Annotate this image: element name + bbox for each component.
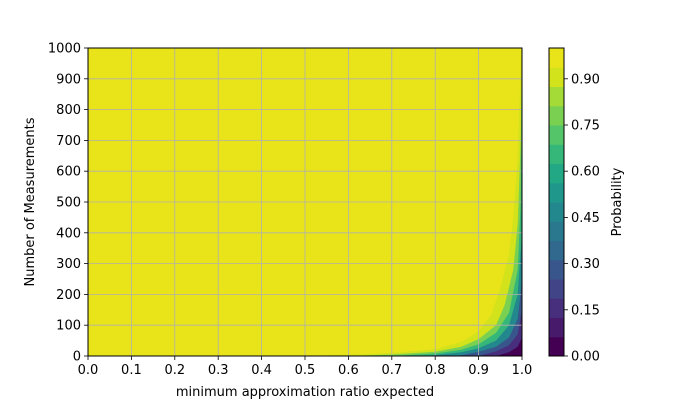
x-tick-label: 0.0 [78,363,99,378]
colorbar-band [549,279,564,299]
x-tick-label: 0.4 [251,363,272,378]
grid-lines [87,47,523,357]
colorbar-band [549,240,564,261]
y-tick-label: 300 [56,257,81,272]
colorbar-tick-label: 0.75 [571,119,600,134]
y-tick-label: 1000 [48,42,81,57]
colorbar-band [549,202,564,222]
colorbar-band [549,182,564,203]
y-tick-label: 900 [56,72,81,87]
x-tick-label: 1.0 [512,363,533,378]
colorbar-band [549,336,564,357]
x-tick-label: 0.5 [295,363,316,378]
x-tick-label: 0.6 [338,363,359,378]
y-tick-label: 100 [56,319,81,334]
x-tick-label: 0.8 [425,363,446,378]
y-tick-label: 200 [56,288,81,303]
x-axis-label: minimum approximation ratio expected [176,385,434,400]
y-tick-label: 700 [56,134,81,149]
y-axis-label: Number of Measurements [23,117,38,286]
x-tick-label: 0.1 [121,363,142,378]
colorbar-frame [548,47,565,357]
colorbar-band [549,48,564,68]
y-tick-label: 500 [56,196,81,211]
colorbar-label: Probability [610,167,625,236]
colorbar-band [549,144,564,164]
colorbar-tick-label: 0.00 [571,350,600,365]
colorbar-band [549,221,564,241]
y-tick-label: 0 [73,350,81,365]
colorbar-tick-label: 0.15 [571,303,600,318]
colorbar-tick-label: 0.30 [571,257,600,272]
colorbar-band [549,163,564,184]
x-tick-label: 0.2 [164,363,185,378]
y-tick-label: 800 [56,103,81,118]
colorbar-band [549,298,564,318]
colorbar-ticks: 0.00 0.15 0.30 0.45 0.60 0.75 0.90 [564,72,600,365]
colorbar-tick-label: 0.60 [571,165,600,180]
contour-region-6 [496,337,522,356]
x-axis: 0.0 0.1 0.2 0.3 0.4 0.5 0.6 0.7 0.8 0.9 1.0 [78,356,533,378]
colorbar-band [549,105,564,126]
colorbar-band [549,125,564,145]
y-axis: 0 100 200 300 400 500 600 700 800 900 1000 [48,42,88,365]
colorbar-tick-label: 0.45 [571,211,600,226]
colorbar-band [549,317,564,338]
x-tick-label: 0.3 [208,363,229,378]
y-tick-label: 600 [56,165,81,180]
x-tick-label: 0.7 [381,363,402,378]
colorbar-band [549,259,564,280]
colorbar-tick-label: 0.90 [571,72,600,87]
colorbar-band [549,67,564,87]
y-tick-label: 400 [56,226,81,241]
colorbar-band [549,86,564,107]
colorbar [549,48,564,357]
contour-region-5 [478,309,522,356]
x-tick-label: 0.9 [468,363,489,378]
